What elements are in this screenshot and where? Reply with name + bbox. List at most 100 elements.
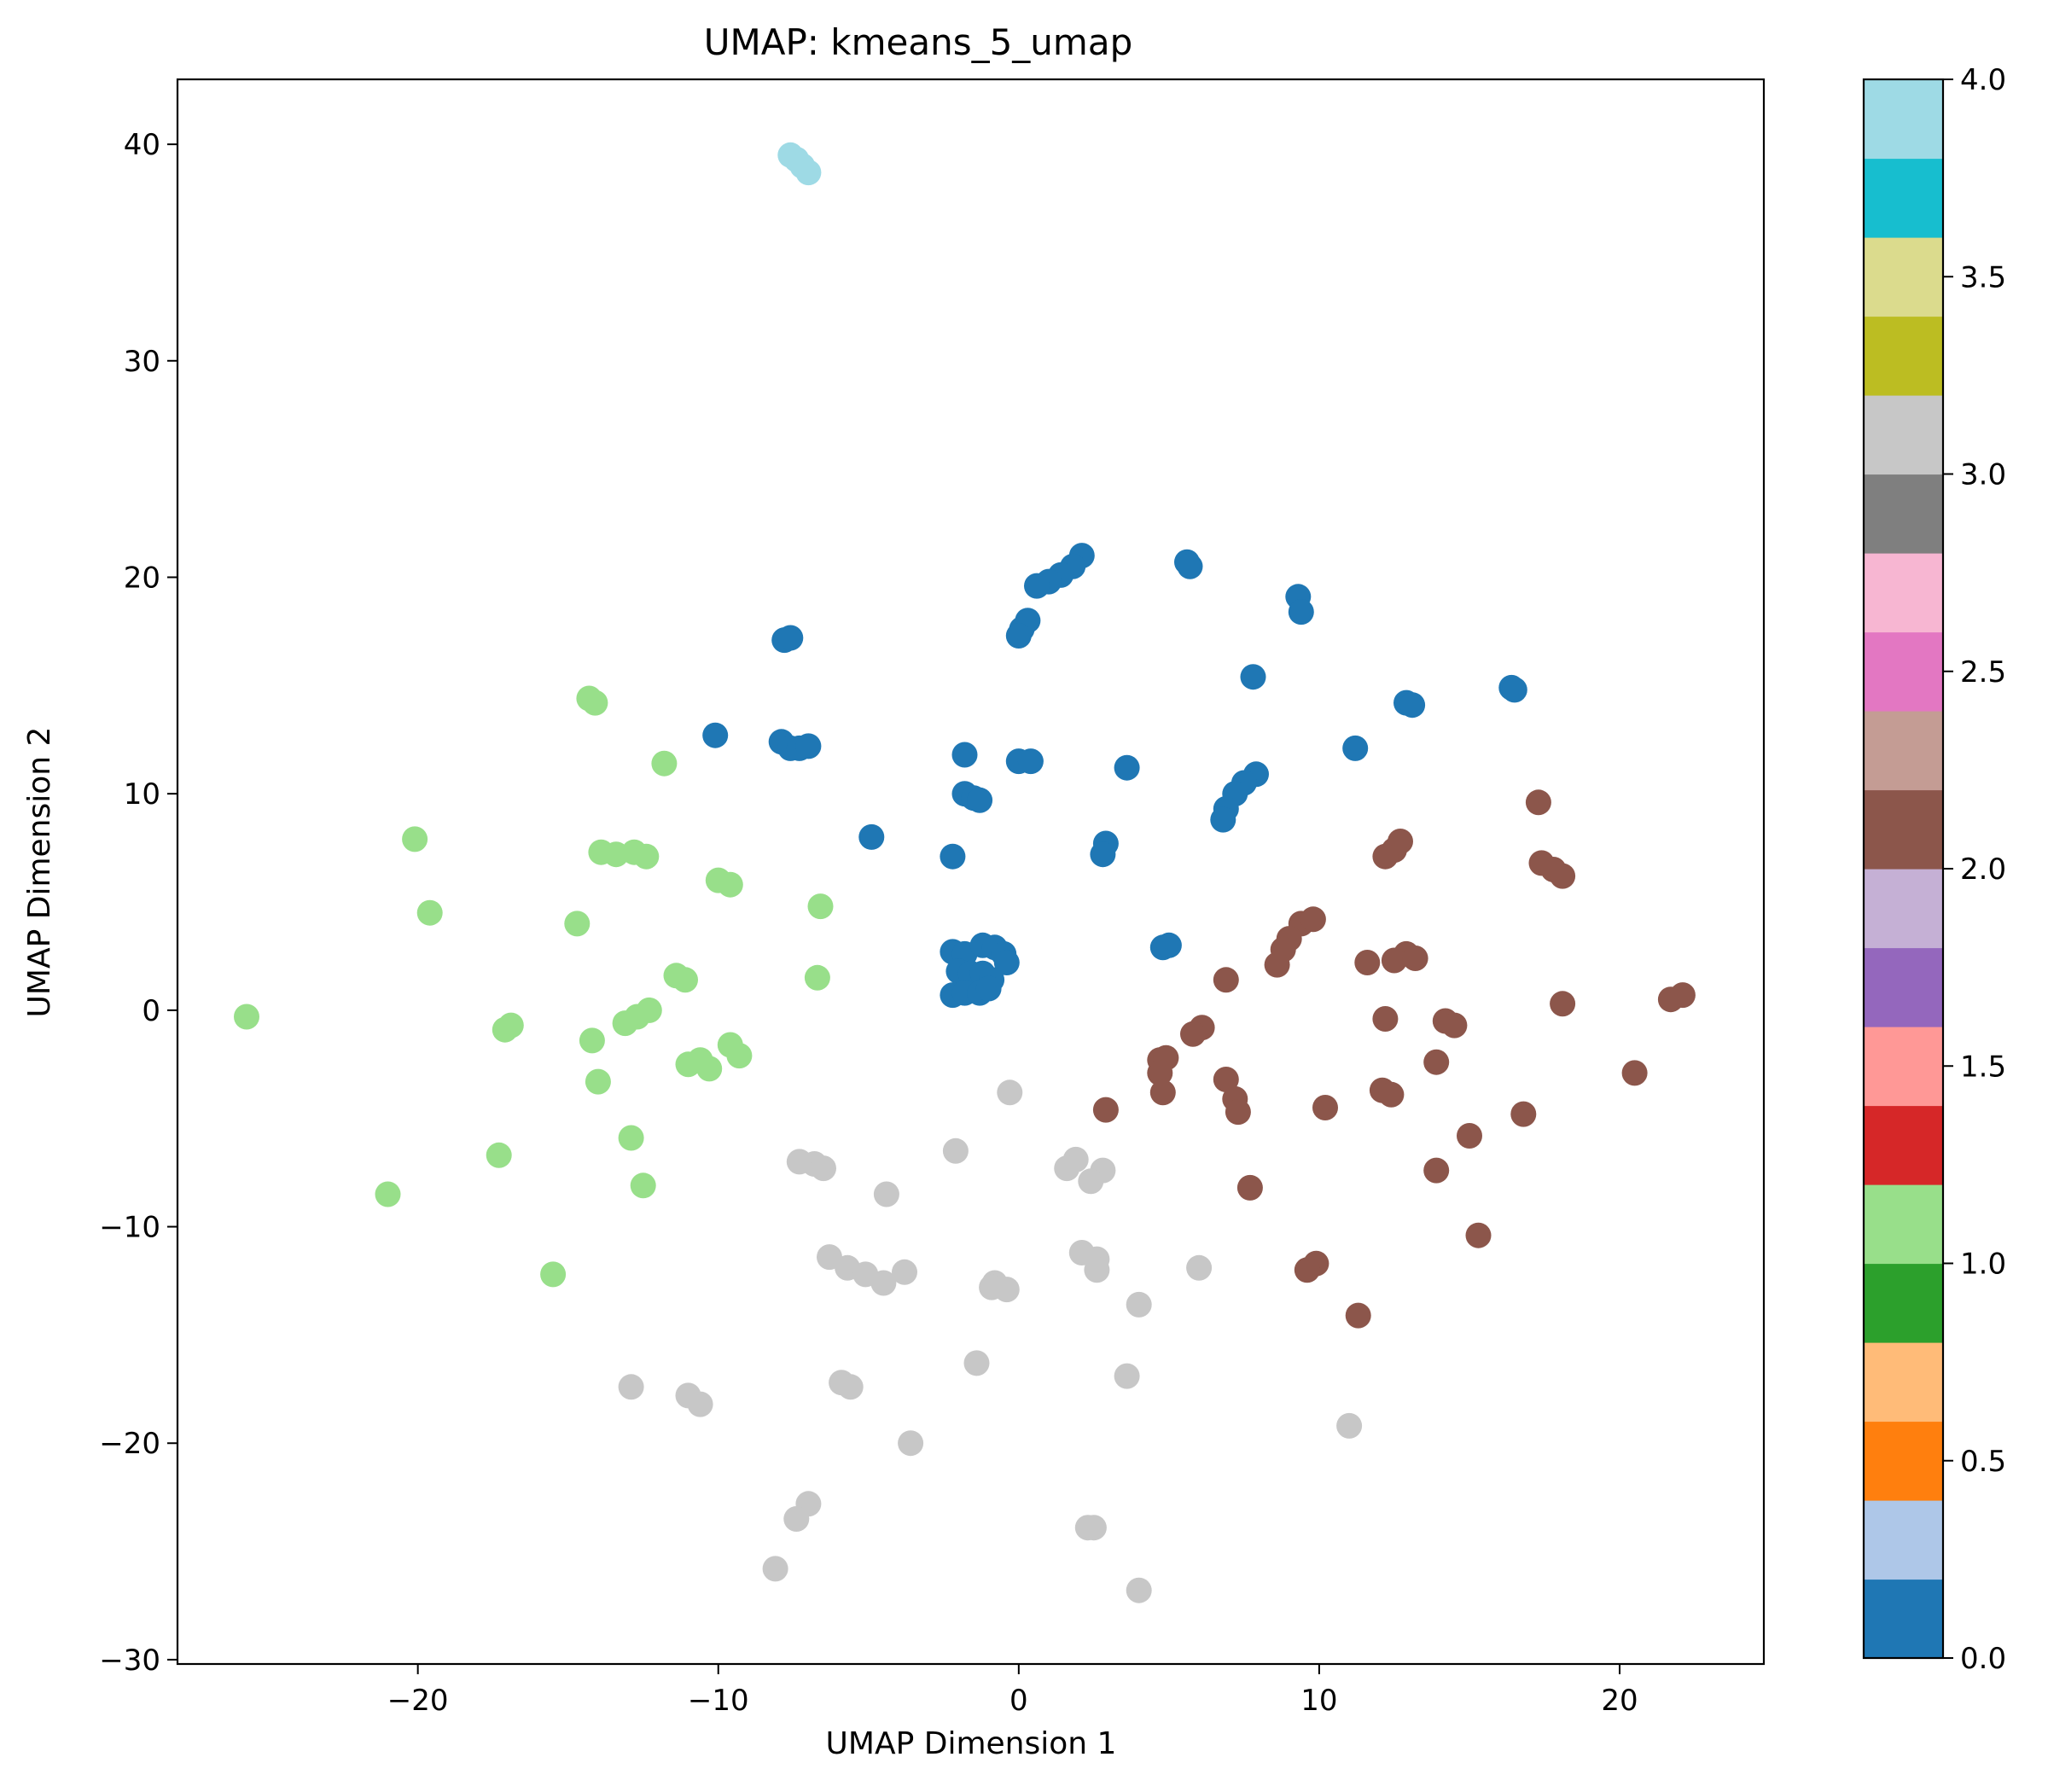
data-point-cluster-3	[1126, 1291, 1152, 1318]
colorbar-segment	[1864, 553, 1943, 633]
colorbar-segment	[1864, 395, 1943, 475]
data-point-cluster-1	[807, 893, 834, 920]
colorbar-tick-label: 1.0	[1960, 1248, 2006, 1282]
x-tick-label: −20	[387, 1684, 449, 1718]
data-point-cluster-0	[975, 975, 1002, 1002]
data-point-cluster-1	[234, 1004, 259, 1030]
data-point-cluster-2	[1372, 1006, 1399, 1032]
data-point-cluster-3	[942, 1137, 969, 1164]
data-point-cluster-1	[696, 1056, 723, 1082]
data-point-cluster-1	[633, 843, 660, 870]
data-point-cluster-2	[1423, 1049, 1450, 1075]
data-point-cluster-0	[1017, 748, 1044, 775]
data-point-cluster-3	[811, 1155, 836, 1182]
y-tick-label: 0	[142, 994, 160, 1028]
colorbar-ticks: 0.0 0.5 1.0 1.5 2.0 2.5 3.0 3.5 4.0	[1943, 63, 2006, 1676]
colorbar-tick-label: 1.5	[1960, 1050, 2006, 1084]
colorbar-segment	[1864, 1027, 1943, 1107]
data-point-cluster-2	[1465, 1222, 1492, 1248]
colorbar-segment	[1864, 1105, 1943, 1185]
data-point-cluster-3	[898, 1430, 924, 1457]
y-tick-label: −10	[99, 1211, 160, 1245]
data-point-cluster-2	[1294, 1257, 1320, 1283]
data-point-cluster-2	[1441, 1012, 1468, 1039]
data-point-cluster-3	[687, 1391, 713, 1417]
scatter-points	[234, 142, 1696, 1603]
data-point-cluster-2	[1345, 1302, 1371, 1329]
data-point-cluster-3	[963, 1350, 990, 1376]
data-point-cluster-2	[1213, 967, 1239, 993]
colorbar-tick-label: 4.0	[1960, 63, 2006, 97]
data-point-cluster-4	[795, 160, 822, 186]
colorbar-segment	[1864, 1500, 1943, 1580]
colorbar-segment	[1864, 1579, 1943, 1659]
data-point-cluster-2	[1300, 906, 1326, 933]
y-tick-label: 30	[124, 345, 160, 379]
colorbar-segment	[1864, 947, 1943, 1027]
data-point-cluster-2	[1669, 982, 1696, 1009]
data-point-cluster-2	[1225, 1099, 1251, 1126]
data-point-cluster-0	[1005, 623, 1032, 649]
x-tick-label: 20	[1601, 1684, 1638, 1718]
data-point-cluster-0	[777, 625, 804, 651]
data-point-cluster-3	[1054, 1155, 1080, 1182]
data-point-cluster-3	[1126, 1577, 1152, 1603]
colorbar-segment	[1864, 631, 1943, 712]
data-point-cluster-3	[783, 1506, 810, 1532]
data-point-cluster-3	[1078, 1168, 1104, 1195]
colorbar-segment	[1864, 711, 1943, 791]
data-point-cluster-0	[967, 787, 993, 813]
data-point-cluster-2	[1621, 1060, 1648, 1086]
data-point-cluster-2	[1312, 1095, 1338, 1120]
data-point-cluster-3	[873, 1181, 899, 1207]
data-point-cluster-0	[1288, 599, 1314, 625]
data-point-cluster-1	[540, 1261, 567, 1288]
colorbar-segment	[1864, 1263, 1943, 1343]
colorbar-tick-label: 0.5	[1960, 1445, 2006, 1479]
colorbar-tick-label: 2.5	[1960, 655, 2006, 689]
data-point-cluster-0	[1177, 553, 1203, 579]
data-point-cluster-0	[795, 733, 822, 759]
data-point-cluster-1	[585, 1068, 611, 1095]
data-point-cluster-3	[1336, 1412, 1363, 1439]
colorbar-segment	[1864, 316, 1943, 396]
data-point-cluster-0	[1399, 692, 1426, 719]
colorbar-tick-label: 0.0	[1960, 1642, 2006, 1676]
data-point-cluster-1	[582, 689, 608, 716]
colorbar-tick-label: 3.0	[1960, 458, 2006, 492]
data-point-cluster-1	[675, 1051, 701, 1078]
data-point-cluster-2	[1372, 843, 1399, 870]
data-point-cluster-2	[1550, 991, 1576, 1017]
colorbar-segment	[1864, 869, 1943, 949]
data-point-cluster-1	[651, 750, 678, 777]
data-point-cluster-3	[1084, 1257, 1110, 1283]
chart-title: UMAP: kmeans_5_umap	[704, 21, 1133, 63]
plot-frame	[176, 78, 1766, 1666]
y-tick-label: 40	[124, 128, 160, 162]
data-point-cluster-0	[1155, 932, 1182, 958]
data-point-cluster-0	[1342, 735, 1369, 761]
data-point-cluster-1	[804, 964, 830, 991]
y-tick-label: 20	[124, 561, 160, 595]
x-axis-label: UMAP Dimension 1	[826, 1726, 1117, 1761]
data-point-cluster-1	[672, 967, 698, 993]
colorbar-segment	[1864, 79, 1943, 160]
data-point-cluster-1	[579, 1027, 605, 1054]
data-point-cluster-2	[1354, 950, 1381, 975]
x-tick-label: 0	[1009, 1684, 1028, 1718]
data-point-cluster-3	[1114, 1363, 1140, 1389]
data-point-cluster-0	[858, 823, 885, 850]
data-point-cluster-2	[1213, 1067, 1239, 1092]
data-point-cluster-0	[951, 742, 978, 768]
data-point-cluster-2	[1423, 1157, 1450, 1184]
x-axis-ticks: −20 −10 0 10 20	[387, 1664, 1638, 1718]
data-point-cluster-1	[375, 1181, 401, 1207]
data-point-cluster-3	[892, 1259, 917, 1285]
data-point-cluster-3	[786, 1149, 812, 1175]
data-point-cluster-0	[940, 843, 966, 870]
data-point-cluster-0	[1240, 664, 1266, 690]
y-tick-label: 10	[124, 777, 160, 812]
colorbar-segment	[1864, 1342, 1943, 1423]
data-point-cluster-3	[618, 1374, 644, 1400]
